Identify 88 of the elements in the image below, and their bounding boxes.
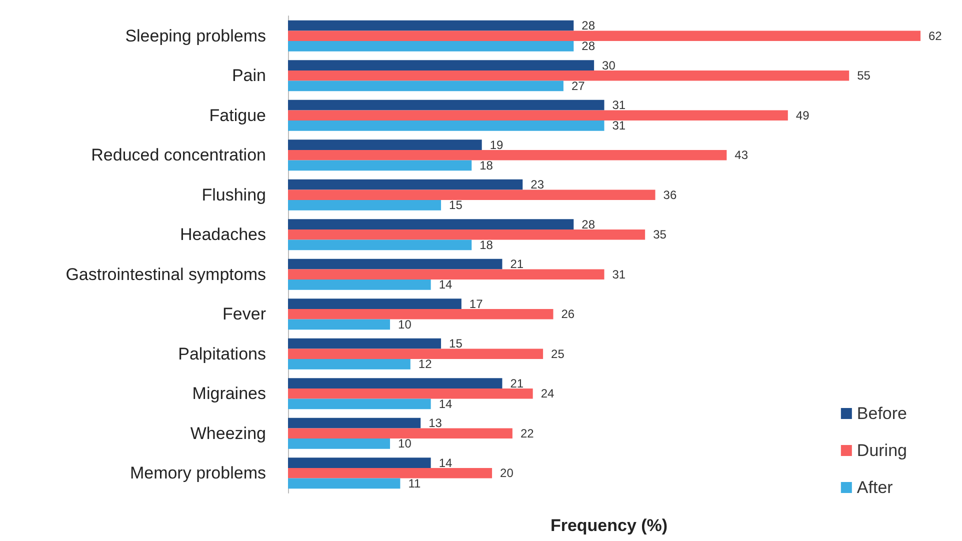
bar — [288, 359, 410, 370]
bar — [288, 319, 390, 330]
y-tick-label: Sleeping problems — [125, 26, 266, 46]
data-label: 19 — [490, 138, 504, 152]
data-label: 27 — [571, 78, 586, 93]
data-label: 18 — [480, 158, 494, 172]
data-label: 36 — [663, 188, 677, 202]
bar — [288, 219, 574, 230]
bar — [288, 438, 390, 449]
bar — [288, 280, 431, 290]
bar — [288, 378, 502, 388]
bar — [288, 41, 574, 52]
y-tick-label: Pain — [232, 66, 266, 86]
y-tick-label: Reduced concentration — [91, 146, 266, 165]
bar — [288, 308, 554, 320]
bar — [288, 20, 574, 31]
data-label: 12 — [418, 357, 432, 372]
bar — [288, 478, 400, 489]
data-label: 23 — [530, 178, 544, 192]
bar — [288, 258, 502, 270]
data-label: 25 — [551, 346, 565, 361]
data-label: 17 — [469, 296, 484, 311]
data-label: 15 — [449, 336, 463, 351]
bar — [288, 418, 421, 428]
data-label: 21 — [510, 376, 524, 390]
bar — [288, 100, 604, 110]
data-label: 31 — [612, 267, 626, 282]
data-label: 10 — [398, 436, 412, 451]
data-label: 15 — [449, 198, 463, 212]
bar — [288, 269, 604, 280]
bar — [288, 398, 431, 410]
y-tick-label: Fatigue — [209, 106, 266, 125]
y-tick-label: Flushing — [202, 185, 266, 204]
data-label: 21 — [510, 257, 524, 272]
bar — [288, 70, 850, 81]
y-tick-label: Palpitations — [178, 344, 266, 364]
data-label: 11 — [408, 476, 422, 490]
legend-label: After — [856, 478, 894, 497]
bar — [288, 229, 646, 240]
data-label: 35 — [653, 228, 667, 242]
bar — [288, 150, 727, 160]
data-label: 49 — [796, 108, 810, 122]
bar — [288, 458, 431, 468]
data-label: 62 — [928, 28, 942, 43]
data-label: 14 — [438, 396, 452, 411]
y-tick-label: Fever — [222, 304, 266, 324]
bar — [288, 60, 594, 70]
data-label: 28 — [582, 18, 596, 33]
data-label: 22 — [520, 426, 534, 440]
data-label: 26 — [561, 307, 575, 322]
data-label: 31 — [612, 118, 626, 133]
bar — [288, 190, 656, 200]
bar — [288, 179, 523, 190]
legend-label: Before — [856, 404, 908, 423]
data-label: 31 — [612, 98, 626, 112]
bar — [288, 110, 788, 121]
bar — [288, 428, 512, 439]
bar — [288, 388, 533, 399]
data-label: 28 — [582, 217, 596, 232]
data-label: 14 — [438, 456, 452, 470]
bar — [288, 120, 604, 131]
y-tick-label: Migraines — [192, 384, 266, 404]
bar — [288, 298, 462, 309]
data-label: 10 — [398, 317, 412, 332]
bar — [288, 140, 482, 150]
data-label: 24 — [540, 386, 555, 401]
bar — [288, 200, 442, 210]
bar — [288, 30, 921, 42]
data-label: 43 — [734, 148, 748, 162]
y-tick-label: Headaches — [180, 225, 266, 244]
bar — [288, 160, 472, 171]
bar — [288, 348, 544, 360]
data-label: 13 — [428, 416, 442, 430]
y-tick-label: Memory problems — [130, 464, 266, 483]
data-label: 20 — [500, 466, 514, 480]
data-label: 14 — [438, 278, 452, 292]
bar — [288, 240, 472, 250]
data-label: 18 — [480, 238, 494, 252]
data-label: 55 — [857, 68, 871, 83]
data-label: 30 — [602, 58, 616, 72]
y-tick-label: Gastrointestinal symptoms — [66, 264, 266, 284]
bar — [288, 80, 564, 92]
data-label: 28 — [582, 39, 596, 54]
y-tick-label: Wheezing — [190, 424, 266, 443]
legend-label: During — [856, 441, 908, 460]
bar — [288, 468, 492, 478]
x-axis-title: Frequency (%) — [550, 516, 668, 535]
bar — [288, 338, 442, 349]
